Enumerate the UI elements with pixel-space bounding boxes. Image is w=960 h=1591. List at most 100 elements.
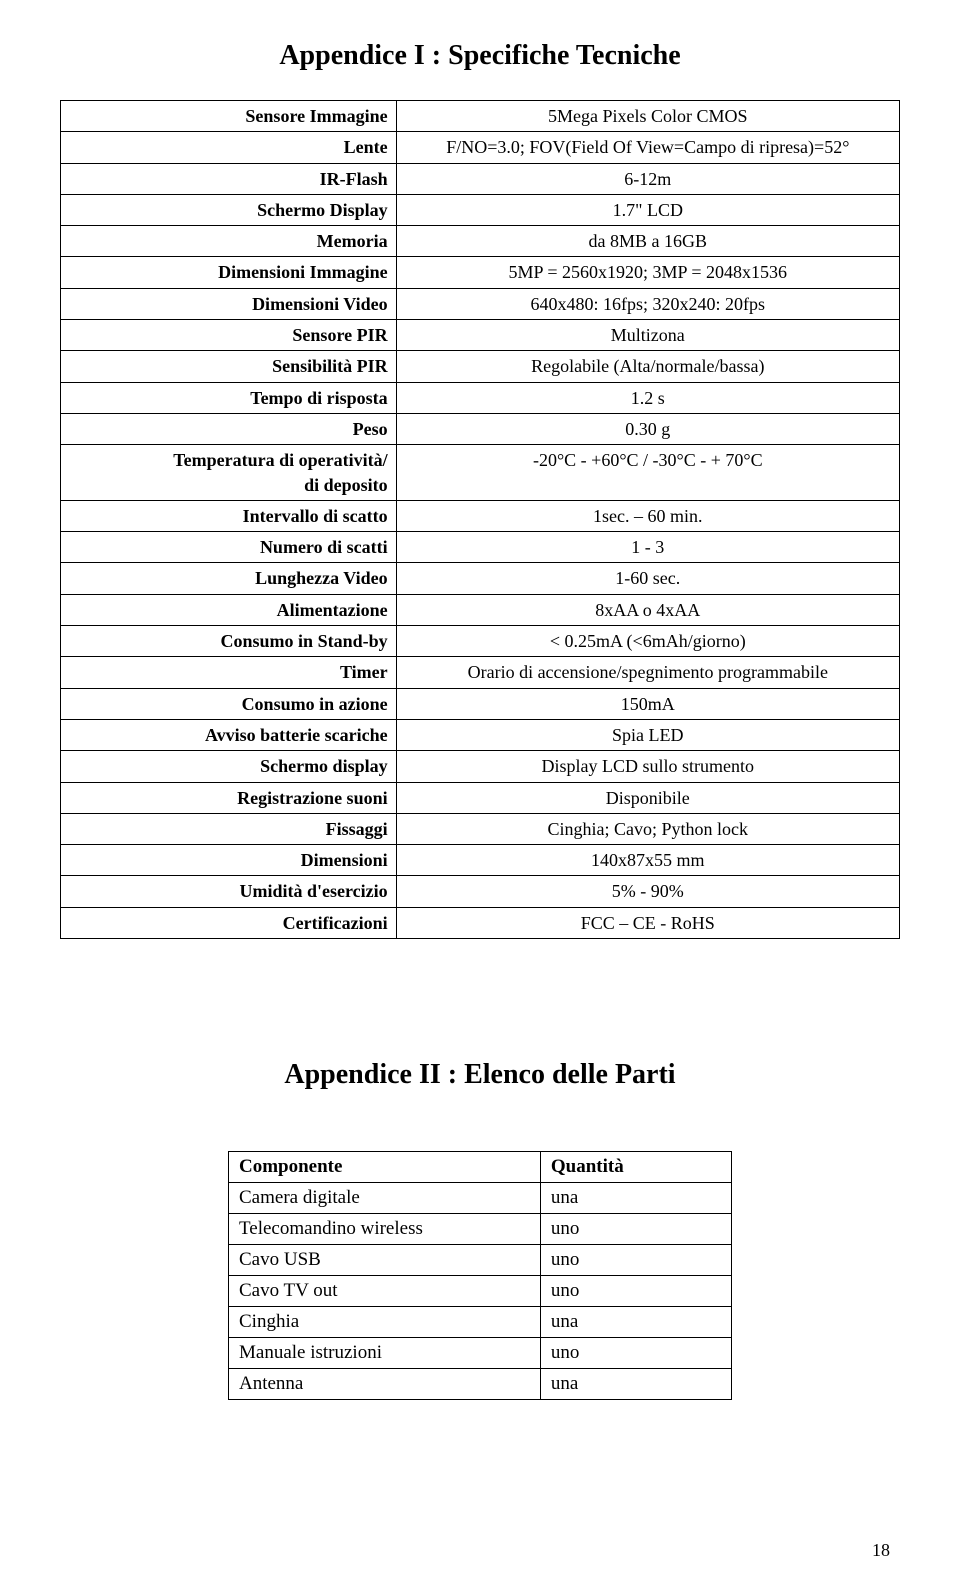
spec-label: Fissaggi — [61, 813, 397, 844]
spec-value: Multizona — [396, 320, 899, 351]
table-row: CertificazioniFCC – CE - RoHS — [61, 907, 900, 938]
table-row: TimerOrario di accensione/spegnimento pr… — [61, 657, 900, 688]
spec-label: Schermo display — [61, 751, 397, 782]
spec-value: 1 - 3 — [396, 532, 899, 563]
table-row: Consumo in azione150mA — [61, 688, 900, 719]
table-row: Temperatura di operatività/di deposito-2… — [61, 445, 900, 501]
spec-label: Avviso batterie scariche — [61, 719, 397, 750]
parts-component: Camera digitale — [229, 1183, 541, 1214]
spec-label: Numero di scatti — [61, 532, 397, 563]
spec-label: Registrazione suoni — [61, 782, 397, 813]
table-row: Dimensioni Video640x480: 16fps; 320x240:… — [61, 288, 900, 319]
spec-label: Umidità d'esercizio — [61, 876, 397, 907]
table-row: FissaggiCinghia; Cavo; Python lock — [61, 813, 900, 844]
spec-label: Dimensioni Video — [61, 288, 397, 319]
spec-value: Disponibile — [396, 782, 899, 813]
table-row: Intervallo di scatto1sec. – 60 min. — [61, 500, 900, 531]
table-row: Camera digitaleuna — [229, 1183, 732, 1214]
spec-value: F/NO=3.0; FOV(Field Of View=Campo di rip… — [396, 132, 899, 163]
spec-label: Lunghezza Video — [61, 563, 397, 594]
parts-qty: uno — [540, 1338, 731, 1369]
spec-label: Tempo di risposta — [61, 382, 397, 413]
spec-value: da 8MB a 16GB — [396, 226, 899, 257]
table-row: Numero di scatti1 - 3 — [61, 532, 900, 563]
parts-qty: una — [540, 1369, 731, 1400]
parts-component: Antenna — [229, 1369, 541, 1400]
table-row: Schermo displayDisplay LCD sullo strumen… — [61, 751, 900, 782]
spec-value: 640x480: 16fps; 320x240: 20fps — [396, 288, 899, 319]
table-row: Cinghiauna — [229, 1307, 732, 1338]
spec-value: Orario di accensione/spegnimento program… — [396, 657, 899, 688]
spec-label: Intervallo di scatto — [61, 500, 397, 531]
spec-value: 8xAA o 4xAA — [396, 594, 899, 625]
spec-value: Cinghia; Cavo; Python lock — [396, 813, 899, 844]
spec-value: -20°C - +60°C / -30°C - + 70°C — [396, 445, 899, 501]
table-row: Dimensioni Immagine5MP = 2560x1920; 3MP … — [61, 257, 900, 288]
parts-component: Cavo TV out — [229, 1276, 541, 1307]
table-row: Antennauna — [229, 1369, 732, 1400]
spec-label: Consumo in Stand-by — [61, 626, 397, 657]
table-row: Manuale istruzioniuno — [229, 1338, 732, 1369]
spec-value: 1-60 sec. — [396, 563, 899, 594]
spec-value: Regolabile (Alta/normale/bassa) — [396, 351, 899, 382]
spec-value: 1.7" LCD — [396, 194, 899, 225]
table-row: Alimentazione8xAA o 4xAA — [61, 594, 900, 625]
spec-value: FCC – CE - RoHS — [396, 907, 899, 938]
parts-header-row: Componente Quantità — [229, 1152, 732, 1183]
parts-header-qty: Quantità — [540, 1152, 731, 1183]
spec-label: Peso — [61, 413, 397, 444]
page-number: 18 — [60, 1540, 900, 1561]
spec-label: Lente — [61, 132, 397, 163]
spec-label: IR-Flash — [61, 163, 397, 194]
spec-label: Memoria — [61, 226, 397, 257]
parts-qty: uno — [540, 1214, 731, 1245]
table-row: Registrazione suoniDisponibile — [61, 782, 900, 813]
spec-value: 5Mega Pixels Color CMOS — [396, 101, 899, 132]
spec-value: 1sec. – 60 min. — [396, 500, 899, 531]
table-row: Cavo TV outuno — [229, 1276, 732, 1307]
spec-value: 140x87x55 mm — [396, 845, 899, 876]
spec-value: Display LCD sullo strumento — [396, 751, 899, 782]
spec-table: Sensore Immagine5Mega Pixels Color CMOSL… — [60, 100, 900, 939]
table-row: Schermo Display1.7" LCD — [61, 194, 900, 225]
appendix1-title: Appendice I : Specifiche Tecniche — [60, 40, 900, 72]
spec-value: 5% - 90% — [396, 876, 899, 907]
parts-qty: uno — [540, 1245, 731, 1276]
appendix2-title: Appendice II : Elenco delle Parti — [60, 1059, 900, 1091]
spec-value: 5MP = 2560x1920; 3MP = 2048x1536 — [396, 257, 899, 288]
table-row: Cavo USBuno — [229, 1245, 732, 1276]
parts-component: Manuale istruzioni — [229, 1338, 541, 1369]
parts-table: Componente Quantità Camera digitaleunaTe… — [228, 1151, 732, 1400]
spec-label: Dimensioni Immagine — [61, 257, 397, 288]
table-row: Consumo in Stand-by< 0.25mA (<6mAh/giorn… — [61, 626, 900, 657]
table-row: LenteF/NO=3.0; FOV(Field Of View=Campo d… — [61, 132, 900, 163]
spec-value: 6-12m — [396, 163, 899, 194]
spec-label: Sensore Immagine — [61, 101, 397, 132]
spec-label: Schermo Display — [61, 194, 397, 225]
table-row: Tempo di risposta1.2 s — [61, 382, 900, 413]
table-row: Sensore Immagine5Mega Pixels Color CMOS — [61, 101, 900, 132]
spec-label: Certificazioni — [61, 907, 397, 938]
table-row: Telecomandino wirelessuno — [229, 1214, 732, 1245]
spec-label: Temperatura di operatività/di deposito — [61, 445, 397, 501]
parts-component: Telecomandino wireless — [229, 1214, 541, 1245]
parts-component: Cinghia — [229, 1307, 541, 1338]
spec-label: Sensibilità PIR — [61, 351, 397, 382]
parts-qty: una — [540, 1307, 731, 1338]
table-row: Memoriada 8MB a 16GB — [61, 226, 900, 257]
parts-component: Cavo USB — [229, 1245, 541, 1276]
spec-label: Consumo in azione — [61, 688, 397, 719]
table-row: Avviso batterie scaricheSpia LED — [61, 719, 900, 750]
spec-label: Timer — [61, 657, 397, 688]
table-row: Umidità d'esercizio5% - 90% — [61, 876, 900, 907]
table-row: Sensibilità PIRRegolabile (Alta/normale/… — [61, 351, 900, 382]
spec-label: Sensore PIR — [61, 320, 397, 351]
table-row: Sensore PIRMultizona — [61, 320, 900, 351]
spec-value: 1.2 s — [396, 382, 899, 413]
parts-qty: uno — [540, 1276, 731, 1307]
spec-value: Spia LED — [396, 719, 899, 750]
table-row: Peso0.30 g — [61, 413, 900, 444]
table-row: Lunghezza Video1-60 sec. — [61, 563, 900, 594]
table-row: IR-Flash6-12m — [61, 163, 900, 194]
parts-header-component: Componente — [229, 1152, 541, 1183]
